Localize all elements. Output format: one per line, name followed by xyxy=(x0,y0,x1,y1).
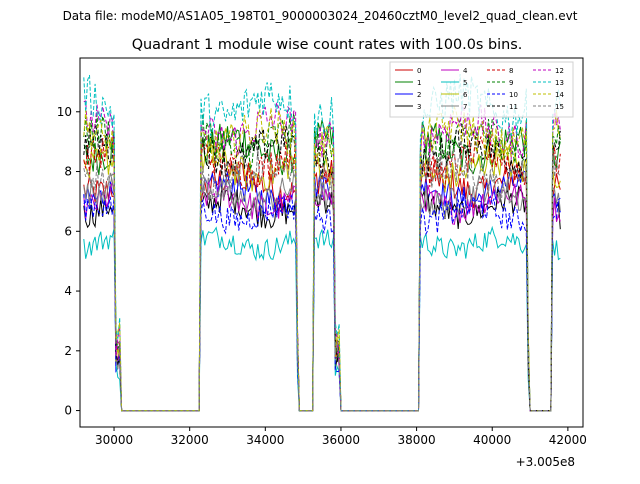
series-line-4 xyxy=(83,180,561,412)
legend-label-0: 0 xyxy=(417,67,421,75)
legend-label-12: 12 xyxy=(555,67,564,75)
legend-box xyxy=(389,61,574,118)
x-tick-label: 34000 xyxy=(246,433,284,447)
y-tick-label: 4 xyxy=(64,284,72,298)
legend-label-9: 9 xyxy=(509,79,513,87)
x-tick-label: 40000 xyxy=(473,433,511,447)
series-line-10 xyxy=(83,193,561,412)
series-line-5 xyxy=(83,225,561,412)
legend-label-7: 7 xyxy=(463,103,467,111)
x-tick-label: 30000 xyxy=(95,433,133,447)
legend-label-8: 8 xyxy=(509,67,513,75)
legend-label-2: 2 xyxy=(417,91,421,99)
x-tick-label: 32000 xyxy=(171,433,209,447)
legend-label-6: 6 xyxy=(463,91,468,99)
legend-label-15: 15 xyxy=(555,103,564,111)
series-line-14 xyxy=(83,105,561,412)
y-tick-label: 10 xyxy=(57,105,72,119)
plot-frame xyxy=(79,57,584,428)
x-tick-label: 38000 xyxy=(398,433,436,447)
x-offset-label: +3.005e8 xyxy=(516,455,575,469)
chart-title: Quadrant 1 module wise count rates with … xyxy=(132,37,523,53)
axes: 30000 32000 34000 36000 38000 40000 42000 0 2 4 6 8… xyxy=(57,105,587,447)
legend-label-4: 4 xyxy=(463,67,468,75)
y-tick-label: 0 xyxy=(64,404,72,418)
x-tick-label: 42000 xyxy=(549,433,587,447)
series-line-15 xyxy=(83,148,561,412)
legend-label-5: 5 xyxy=(463,79,467,87)
data-file-suptitle: Data file: modeM0/AS1A05_198T01_90000030… xyxy=(63,9,578,23)
series-lines xyxy=(83,73,561,412)
legend-label-10: 10 xyxy=(509,91,518,99)
series-line-2 xyxy=(83,169,561,412)
legend-label-1: 1 xyxy=(417,79,421,87)
y-tick-label: 8 xyxy=(64,165,72,179)
series-line-8 xyxy=(83,136,561,412)
legend-label-14: 14 xyxy=(555,91,564,99)
y-tick-label: 6 xyxy=(64,224,72,238)
legend-label-13: 13 xyxy=(555,79,564,87)
legend-label-3: 3 xyxy=(417,103,421,111)
y-tick-label: 2 xyxy=(64,344,72,358)
series-line-1 xyxy=(83,119,561,412)
x-tick-label: 36000 xyxy=(322,433,360,447)
legend-label-11: 11 xyxy=(509,103,518,111)
plot-area xyxy=(79,57,584,428)
